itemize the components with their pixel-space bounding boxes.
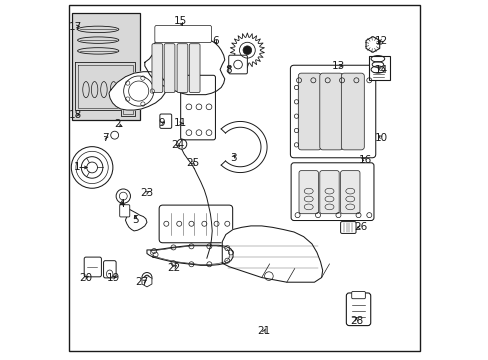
FancyBboxPatch shape	[351, 292, 365, 299]
Text: 19: 19	[107, 273, 120, 283]
Text: 25: 25	[185, 158, 199, 168]
FancyBboxPatch shape	[290, 65, 375, 158]
FancyBboxPatch shape	[177, 44, 187, 93]
Text: 9: 9	[158, 118, 164, 128]
Text: 27: 27	[135, 277, 149, 287]
FancyBboxPatch shape	[103, 261, 116, 278]
Text: 28: 28	[349, 316, 362, 325]
Polygon shape	[366, 37, 379, 52]
FancyBboxPatch shape	[341, 73, 364, 150]
Text: 4: 4	[118, 199, 125, 210]
Text: 5: 5	[132, 215, 138, 225]
Circle shape	[243, 46, 251, 54]
FancyBboxPatch shape	[120, 205, 129, 217]
Text: 2: 2	[114, 120, 120, 129]
Text: 8: 8	[224, 64, 231, 75]
Text: 20: 20	[79, 273, 92, 283]
FancyBboxPatch shape	[180, 75, 215, 140]
FancyBboxPatch shape	[152, 44, 163, 93]
Text: 23: 23	[140, 188, 153, 198]
Text: 11: 11	[174, 118, 187, 128]
FancyBboxPatch shape	[228, 55, 247, 74]
FancyBboxPatch shape	[160, 114, 171, 129]
Text: 7: 7	[102, 133, 108, 143]
Text: 16: 16	[358, 155, 371, 165]
Text: 10: 10	[374, 133, 387, 143]
Polygon shape	[222, 226, 322, 282]
Polygon shape	[144, 37, 224, 95]
Text: 26: 26	[354, 222, 367, 232]
Text: 18: 18	[68, 110, 81, 120]
FancyBboxPatch shape	[84, 257, 101, 277]
Text: 3: 3	[229, 153, 236, 163]
Polygon shape	[109, 72, 166, 110]
Text: 12: 12	[374, 36, 387, 46]
FancyBboxPatch shape	[319, 171, 339, 214]
Text: 13: 13	[331, 61, 345, 71]
Text: 15: 15	[174, 17, 187, 27]
Text: 14: 14	[374, 64, 387, 75]
FancyBboxPatch shape	[298, 171, 318, 214]
FancyBboxPatch shape	[319, 73, 342, 150]
FancyBboxPatch shape	[155, 26, 211, 42]
Bar	[72, 13, 140, 120]
Text: 17: 17	[68, 22, 81, 32]
Text: 22: 22	[166, 263, 180, 273]
FancyBboxPatch shape	[346, 293, 370, 325]
Polygon shape	[147, 245, 233, 265]
Text: 1: 1	[74, 162, 80, 172]
FancyBboxPatch shape	[290, 163, 373, 221]
Bar	[368, 56, 389, 80]
FancyBboxPatch shape	[164, 44, 175, 93]
Text: 6: 6	[211, 36, 218, 46]
Polygon shape	[230, 33, 264, 67]
FancyBboxPatch shape	[159, 205, 232, 243]
FancyBboxPatch shape	[189, 44, 200, 93]
FancyBboxPatch shape	[340, 171, 359, 214]
Text: 21: 21	[257, 326, 270, 336]
FancyBboxPatch shape	[340, 222, 355, 233]
FancyBboxPatch shape	[298, 73, 321, 150]
Text: 24: 24	[171, 140, 184, 150]
